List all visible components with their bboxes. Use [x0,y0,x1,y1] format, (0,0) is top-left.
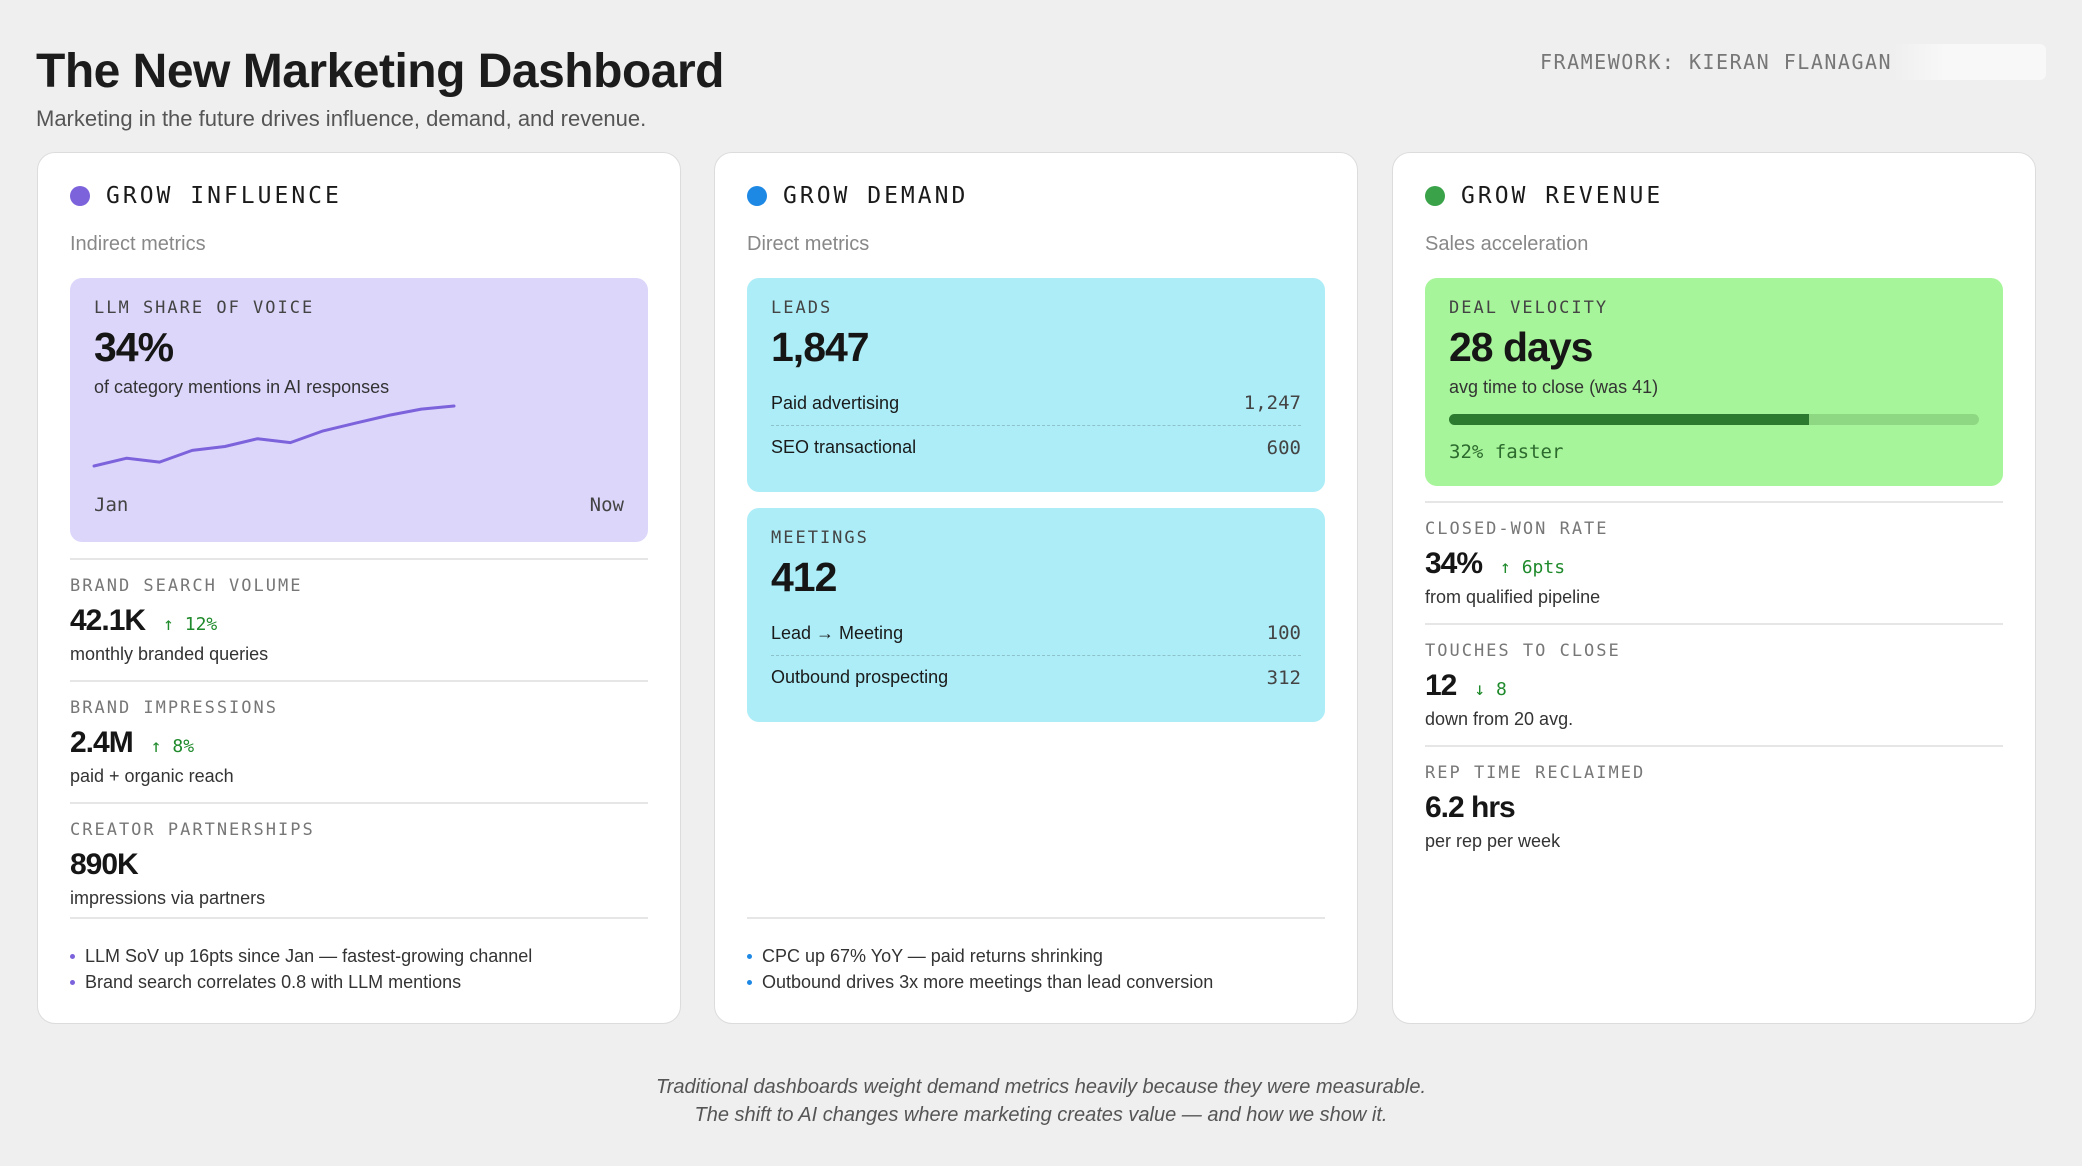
framework-credit: FRAMEWORK: KIERAN FLANAGAN [1536,44,2046,80]
card-description: avg time to close (was 41) [1449,377,1659,397]
breakdown-row: Paid advertising 1,247 [771,392,1301,414]
column-header: GROW REVENUE [1425,183,1663,209]
sparkline-axis-end: Now [589,494,624,516]
page-title: The New Marketing Dashboard [36,45,724,98]
column-title: GROW INFLUENCE [106,183,342,209]
metric-closed-won-rate: CLOSED-WON RATE 34% ↑ 6pts from qualifie… [1425,501,2003,608]
bullet-icon [747,979,752,985]
metric-label: REP TIME RECLAIMED [1425,763,1646,783]
meetings-card: MEETINGS 412 Lead → Meeting 100 Outbound… [747,508,1325,722]
velocity-progress-track [1449,414,1979,425]
demand-dot-icon [747,186,767,206]
metric-description: monthly branded queries [70,644,269,664]
metric-value: 2.4M [70,726,134,759]
llm-share-of-voice-card: LLM SHARE OF VOICE 34% of category menti… [70,278,648,542]
card-description: of category mentions in AI responses [94,377,390,397]
column-grow-revenue: GROW REVENUE Sales acceleration DEAL VEL… [1392,152,2036,1024]
metric-description: down from 20 avg. [1425,709,1574,729]
card-label: LLM SHARE OF VOICE [94,298,315,318]
metric-creator-partnerships: CREATOR PARTNERSHIPS 890K impressions vi… [70,802,648,909]
sparkline-axis-start: Jan [94,494,129,516]
card-value: 28 days [1449,324,1593,370]
sov-sparkline [92,404,456,468]
column-header: GROW INFLUENCE [70,183,342,209]
metric-description: from qualified pipeline [1425,587,1601,607]
metric-brand-impressions: BRAND IMPRESSIONS 2.4M ↑ 8% paid + organ… [70,680,648,787]
note-item: CPC up 67% YoY — paid returns shrinking [747,943,1325,969]
note-item: LLM SoV up 16pts since Jan — fastest-gro… [70,943,648,969]
caption-line-2: The shift to AI changes where marketing … [694,1104,1388,1126]
meetings-breakdown: Lead → Meeting 100 Outbound prospecting … [771,611,1301,699]
metric-description: impressions via partners [70,888,266,908]
demand-notes: CPC up 67% YoY — paid returns shrinking … [747,917,1325,995]
metric-value: 12 [1425,669,1457,702]
breakdown-row: SEO transactional 600 [771,425,1301,469]
metric-label: TOUCHES TO CLOSE [1425,641,1621,661]
card-value: 34% [94,324,174,370]
column-title: GROW REVENUE [1461,183,1664,209]
card-label: MEETINGS [771,528,869,548]
breakdown-row: Lead → Meeting 100 [771,622,1301,644]
card-label: LEADS [771,298,833,318]
revenue-dot-icon [1425,186,1445,206]
metric-delta: ↓ 8 [1474,679,1507,700]
leads-breakdown: Paid advertising 1,247 SEO transactional… [771,381,1301,469]
column-header: GROW DEMAND [747,183,968,209]
metric-value: 890K [70,848,139,881]
bullet-icon [747,953,752,959]
bullet-icon [70,953,75,959]
metric-label: BRAND IMPRESSIONS [70,698,278,718]
metric-description: per rep per week [1425,831,1561,851]
deal-velocity-card: DEAL VELOCITY 28 days avg time to close … [1425,278,2003,486]
influence-dot-icon [70,186,90,206]
metric-label: CLOSED-WON RATE [1425,519,1609,539]
bullet-icon [70,979,75,985]
column-grow-demand: GROW DEMAND Direct metrics LEADS 1,847 P… [714,152,1358,1024]
metric-touches-to-close: TOUCHES TO CLOSE 12 ↓ 8 down from 20 avg… [1425,623,2003,730]
metric-delta: ↑ 6pts [1500,557,1566,578]
page-subtitle: Marketing in the future drives influence… [36,106,647,131]
metric-value: 6.2 hrs [1425,791,1516,824]
sparkline-series-line [92,404,456,468]
metric-delta: ↑ 12% [163,614,218,635]
leads-card: LEADS 1,847 Paid advertising 1,247 SEO t… [747,278,1325,492]
note-item: Brand search correlates 0.8 with LLM men… [70,969,648,995]
column-grow-influence: GROW INFLUENCE Indirect metrics LLM SHAR… [37,152,681,1024]
metric-description: paid + organic reach [70,766,234,786]
card-value: 1,847 [771,324,870,370]
metric-value: 34% [1425,547,1483,580]
velocity-progress-fill [1449,414,1810,425]
metric-brand-search-volume: BRAND SEARCH VOLUME 42.1K ↑ 12% monthly … [70,558,648,665]
metric-delta: ↑ 8% [150,736,195,757]
card-value: 412 [771,554,837,600]
column-subtitle: Indirect metrics [70,233,206,255]
metric-label: CREATOR PARTNERSHIPS [70,820,315,840]
metric-value: 42.1K [70,604,146,637]
metric-rep-time-reclaimed: REP TIME RECLAIMED 6.2 hrs per rep per w… [1425,745,2003,852]
velocity-progress-label: 32% faster [1449,441,1564,463]
column-title: GROW DEMAND [783,183,969,209]
column-subtitle: Sales acceleration [1425,233,1589,255]
card-label: DEAL VELOCITY [1449,298,1609,318]
note-item: Outbound drives 3x more meetings than le… [747,969,1325,995]
breakdown-row: Outbound prospecting 312 [771,655,1301,699]
metric-label: BRAND SEARCH VOLUME [70,576,303,596]
caption-line-1: Traditional dashboards weight demand met… [655,1076,1427,1098]
column-subtitle: Direct metrics [747,233,870,255]
influence-notes: LLM SoV up 16pts since Jan — fastest-gro… [70,917,648,995]
